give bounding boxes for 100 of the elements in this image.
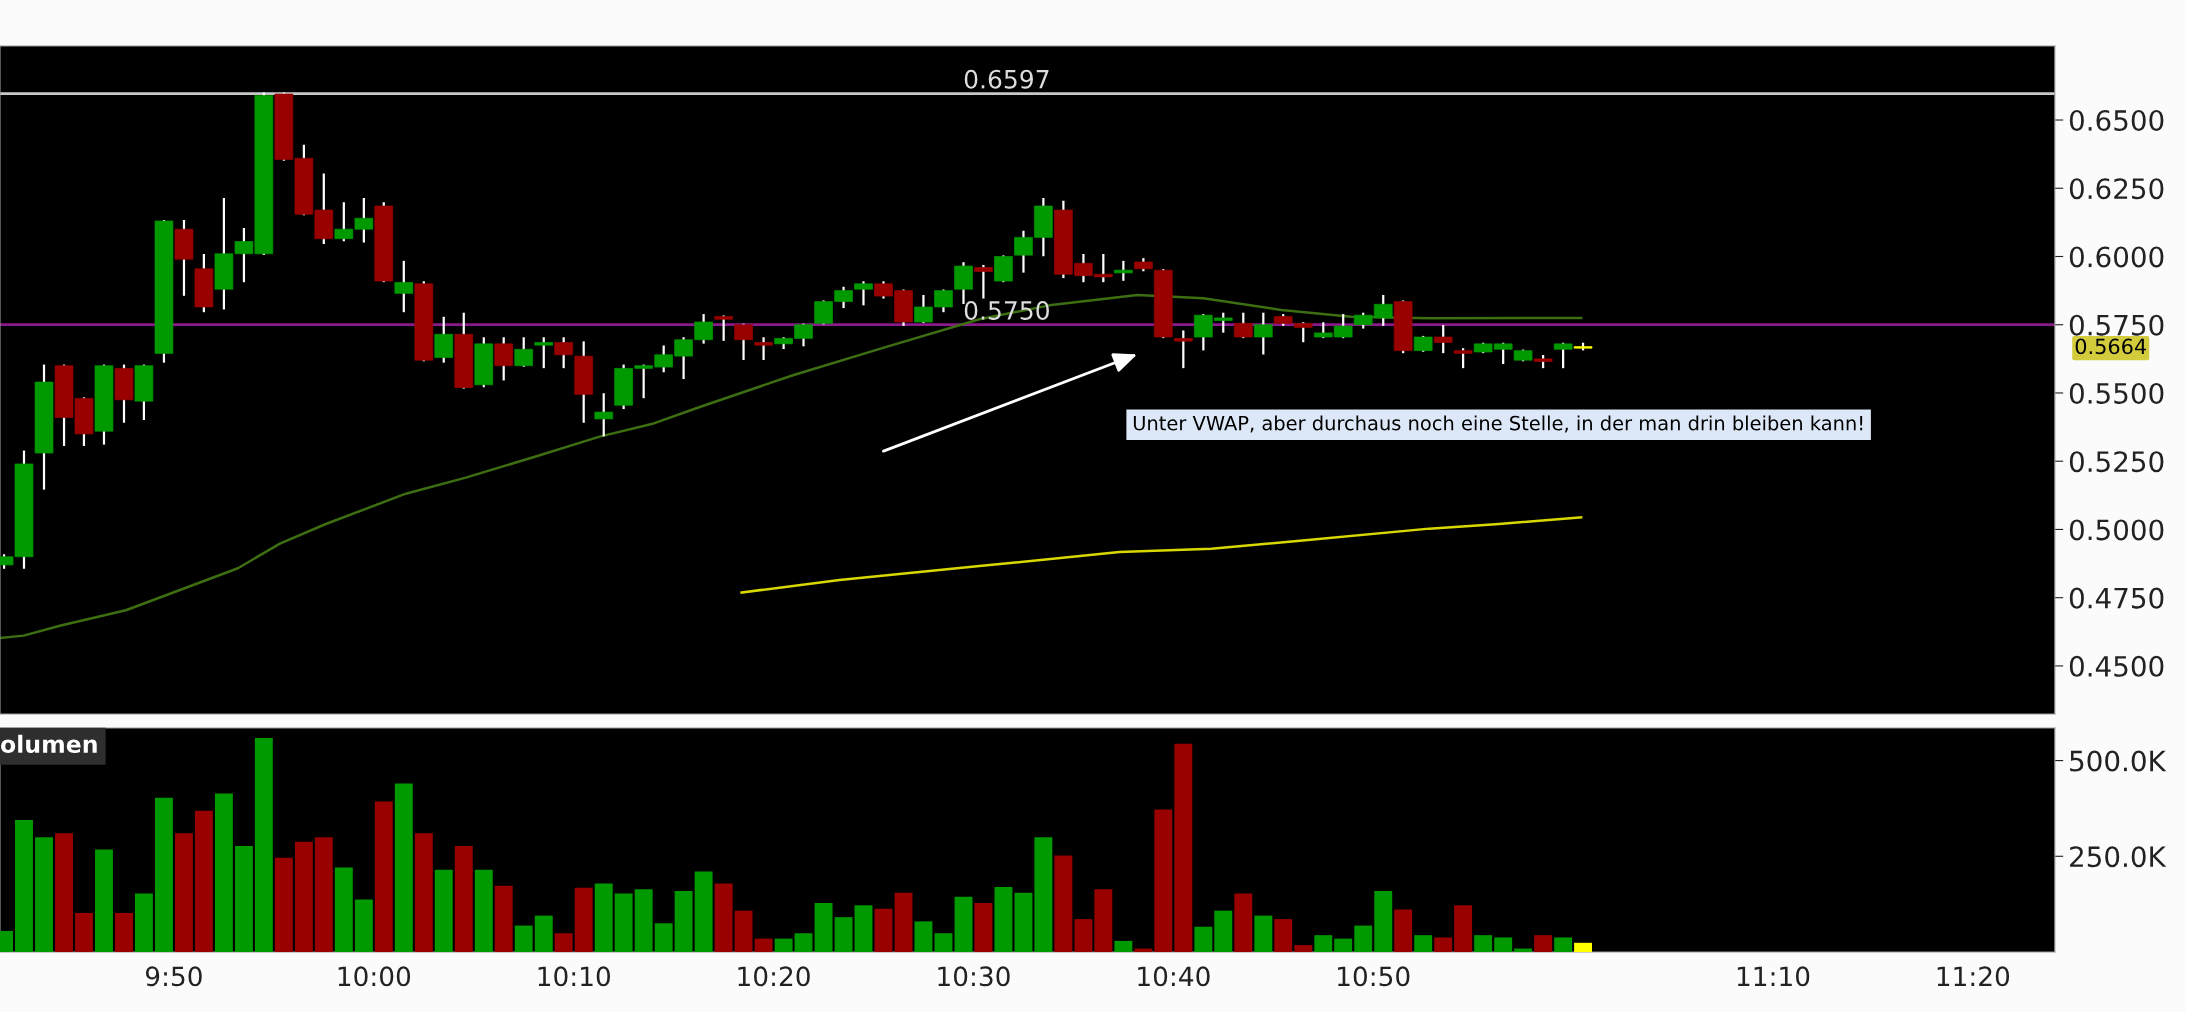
bar bbox=[1074, 919, 1093, 952]
candlestick bbox=[534, 337, 554, 369]
y-tick-label: 250.0K bbox=[2070, 846, 2167, 868]
x-tick-label: 10:00 bbox=[338, 966, 411, 987]
candlestick bbox=[1553, 342, 1573, 369]
bar bbox=[834, 917, 853, 952]
ref-line-label: 0.6597 bbox=[964, 69, 1049, 89]
x-tick-label: 10:10 bbox=[538, 966, 611, 987]
bar bbox=[734, 910, 753, 952]
bar bbox=[954, 896, 973, 952]
bar bbox=[1254, 915, 1273, 952]
bar bbox=[1274, 919, 1293, 952]
candlestick bbox=[514, 337, 534, 367]
y-tick-label: 0.6250 bbox=[2069, 178, 2164, 200]
candlestick bbox=[1233, 312, 1253, 339]
bar bbox=[714, 883, 733, 952]
bar bbox=[594, 883, 613, 952]
bar bbox=[414, 833, 433, 952]
bar bbox=[274, 857, 293, 952]
bar bbox=[1374, 891, 1393, 952]
y-tick-label: 500.0K bbox=[2070, 750, 2167, 772]
bar bbox=[354, 899, 373, 952]
bar bbox=[1294, 945, 1313, 952]
bar bbox=[794, 933, 813, 952]
bar bbox=[1354, 925, 1373, 952]
bar bbox=[1014, 892, 1033, 952]
bar bbox=[514, 925, 533, 952]
bar bbox=[534, 915, 553, 952]
bar bbox=[314, 837, 333, 952]
candlestick bbox=[734, 323, 753, 360]
bar bbox=[115, 912, 133, 952]
x-tick-label: 10:20 bbox=[738, 966, 810, 987]
x-tick-label: 11:20 bbox=[1937, 966, 2010, 987]
y-tick-label: 0.5250 bbox=[2069, 451, 2164, 473]
bar bbox=[1174, 743, 1193, 952]
bar bbox=[454, 845, 473, 952]
candlestick bbox=[974, 264, 993, 299]
bar bbox=[934, 933, 953, 952]
bar bbox=[1394, 909, 1413, 952]
bar bbox=[1094, 889, 1113, 952]
candlestick bbox=[594, 393, 614, 437]
candlestick bbox=[494, 337, 513, 381]
y-tick-label: 0.6500 bbox=[2069, 109, 2164, 131]
bar bbox=[1474, 935, 1493, 952]
candlestick bbox=[1174, 330, 1193, 369]
bar bbox=[1534, 935, 1553, 952]
bar bbox=[814, 902, 833, 952]
y-tick-label: 0.5000 bbox=[2069, 519, 2164, 541]
bar bbox=[614, 893, 633, 952]
x-tick-label: 11:10 bbox=[1737, 966, 1810, 987]
bar bbox=[1234, 893, 1253, 952]
chart-title: olumen bbox=[1, 734, 97, 754]
bar bbox=[1454, 905, 1473, 952]
bar bbox=[1214, 910, 1233, 952]
bar bbox=[74, 912, 93, 952]
bar bbox=[754, 938, 773, 952]
x-tick-label: 10:50 bbox=[1338, 966, 1410, 987]
line-series bbox=[740, 516, 1583, 594]
bar bbox=[1314, 935, 1333, 952]
bar bbox=[1054, 855, 1073, 952]
bar bbox=[694, 871, 713, 952]
bar bbox=[1334, 938, 1353, 952]
candlestick bbox=[1433, 324, 1453, 354]
bar bbox=[674, 891, 693, 952]
candlestick bbox=[854, 281, 873, 306]
bar bbox=[294, 841, 313, 952]
x-tick-label: 10:30 bbox=[938, 966, 1010, 987]
bar bbox=[854, 905, 873, 952]
bar bbox=[994, 886, 1013, 952]
bar bbox=[634, 889, 653, 952]
annotation: Unter VWAP, aber durchaus noch eine Stelle, in der man drin bleiben kann! bbox=[1133, 415, 1863, 433]
bar bbox=[1034, 837, 1053, 952]
bar bbox=[574, 887, 593, 952]
candlestick bbox=[754, 337, 773, 360]
bar bbox=[1574, 942, 1592, 952]
bar bbox=[95, 849, 113, 952]
bar bbox=[334, 867, 353, 952]
bar bbox=[1154, 809, 1173, 952]
bar bbox=[134, 893, 153, 952]
y-tick-label: 0.5750 bbox=[2069, 314, 2164, 336]
bar bbox=[15, 819, 33, 952]
bar bbox=[394, 783, 413, 952]
bar bbox=[654, 923, 673, 952]
bar bbox=[474, 869, 493, 952]
bar bbox=[254, 737, 273, 952]
bar bbox=[874, 908, 893, 952]
candlestick bbox=[714, 315, 733, 341]
bar bbox=[1114, 940, 1133, 952]
bar bbox=[175, 833, 193, 952]
candlestick bbox=[1254, 312, 1273, 355]
text: 0.5664 bbox=[2075, 338, 2147, 355]
bar bbox=[554, 933, 573, 952]
bar bbox=[35, 837, 53, 952]
bar bbox=[234, 845, 253, 952]
candlestick bbox=[434, 316, 454, 363]
y-tick-label: 0.4500 bbox=[2069, 655, 2164, 677]
bar bbox=[494, 885, 513, 952]
bar bbox=[194, 810, 213, 952]
ref-line-label: 0.5750 bbox=[964, 300, 1049, 320]
candlestick bbox=[394, 260, 414, 313]
